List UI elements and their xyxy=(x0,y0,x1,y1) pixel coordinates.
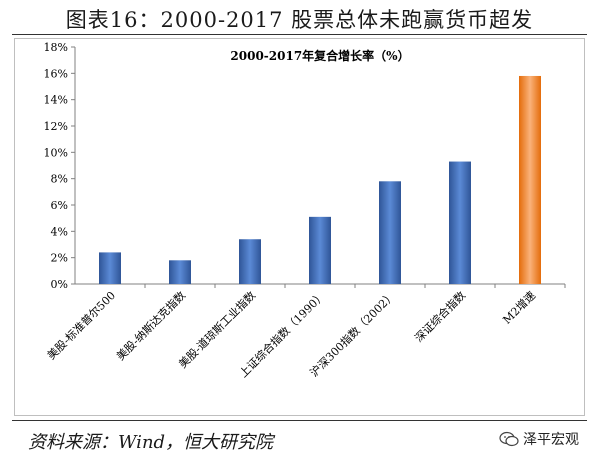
y-tick-label: 2% xyxy=(51,252,68,265)
x-tick-label: 深证综合指数 xyxy=(412,288,469,345)
y-tick-label: 12% xyxy=(44,120,68,133)
bar xyxy=(449,161,471,284)
y-tick-label: 4% xyxy=(51,225,68,238)
watermark: 泽平宏观 xyxy=(499,429,579,449)
x-tick-label: 美股-标准普尔500 xyxy=(44,288,118,362)
watermark-text: 泽平宏观 xyxy=(523,432,579,448)
bar xyxy=(169,260,191,284)
y-tick-label: 18% xyxy=(44,41,68,54)
title-rule xyxy=(12,34,587,35)
bar xyxy=(99,252,121,284)
y-tick-label: 14% xyxy=(44,94,68,107)
bar xyxy=(519,75,541,284)
x-tick-label: 美股-道琼斯工业指数 xyxy=(176,288,259,371)
bar xyxy=(309,216,331,284)
bar xyxy=(239,239,261,284)
source-note: 资料来源：Wind，恒大研究院 xyxy=(28,432,274,453)
y-tick-label: 16% xyxy=(44,67,68,80)
x-tick-label: 美股-纳斯达克指数 xyxy=(113,288,188,363)
x-tick-label: M2增速 xyxy=(500,288,538,326)
y-tick-label: 10% xyxy=(44,146,68,159)
y-tick-label: 6% xyxy=(51,199,68,212)
y-tick-label: 8% xyxy=(51,173,68,186)
chart-frame xyxy=(14,38,585,416)
figure-title: 图表16：2000-2017 股票总体未跑赢货币超发 xyxy=(65,8,534,32)
chart-title: 2000-2017年复合增长率（%） xyxy=(230,48,409,63)
y-tick-label: 0% xyxy=(51,278,68,291)
source-rule xyxy=(12,420,587,421)
bar xyxy=(379,181,401,284)
wechat-icon xyxy=(499,431,519,447)
